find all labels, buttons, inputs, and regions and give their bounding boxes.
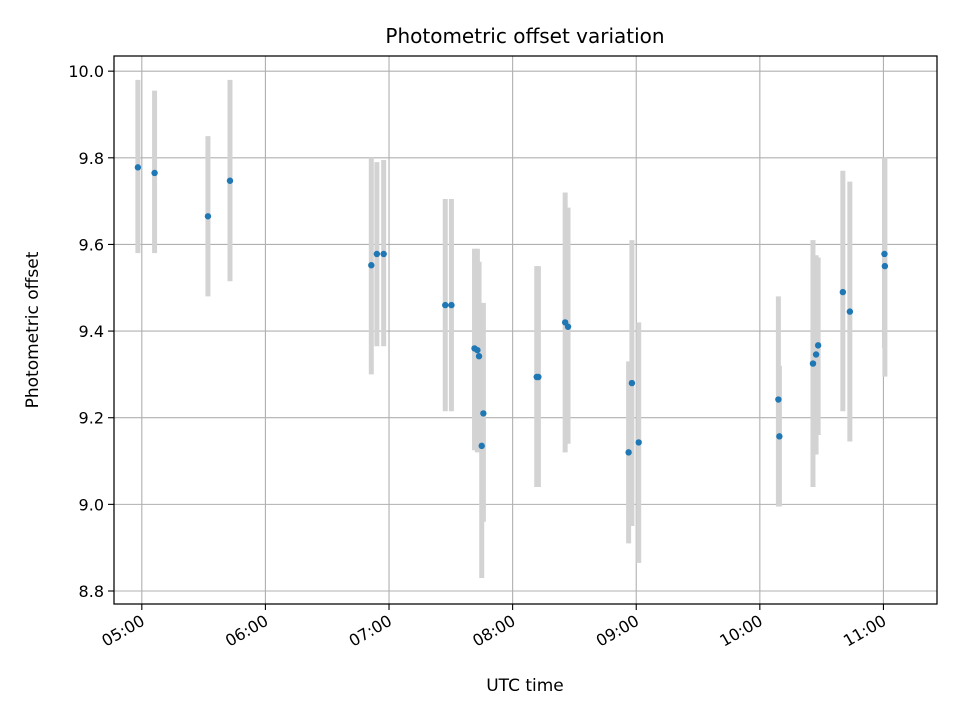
data-point [474, 346, 481, 354]
data-point [812, 351, 820, 358]
y-tick-label: 9.4 [79, 322, 104, 341]
data-point [628, 379, 636, 387]
data-point [881, 250, 888, 258]
data-point [151, 169, 158, 177]
data-point [475, 353, 483, 360]
data-point [625, 449, 632, 456]
data-point [226, 177, 234, 184]
data-point [373, 250, 381, 258]
y-tick-label: 9.2 [79, 409, 104, 428]
y-axis: 8.8 9.0 9.2 9.4 9.6 9.8 10.0 [68, 62, 114, 601]
data-point [442, 301, 449, 309]
data-point [368, 262, 375, 269]
data-point [775, 396, 782, 403]
data-point [204, 213, 212, 220]
data-point [776, 433, 783, 440]
data-point [535, 373, 542, 381]
y-axis-label: Photometric offset [23, 251, 43, 408]
data-point [134, 164, 142, 171]
data-points [134, 164, 889, 456]
data-point [380, 250, 387, 258]
data-point [448, 301, 455, 309]
data-point [564, 323, 572, 330]
data-point [881, 262, 889, 270]
data-point [480, 410, 487, 417]
data-point [839, 288, 847, 296]
y-tick-label: 8.8 [79, 582, 104, 601]
plot-area-frame [113, 55, 938, 605]
y-tick-label: 10.0 [68, 62, 104, 81]
chart-title: Photometric offset variation [385, 24, 664, 48]
y-tick-label: 9.6 [79, 235, 104, 254]
grid [114, 56, 937, 604]
y-tick-label: 9.0 [79, 495, 104, 514]
data-point [478, 442, 485, 450]
data-point [809, 360, 817, 367]
data-point [635, 439, 642, 446]
x-axis-label: UTC time [486, 676, 564, 696]
y-tick-label: 9.8 [79, 149, 104, 168]
data-point [814, 342, 822, 349]
data-point [846, 308, 854, 315]
